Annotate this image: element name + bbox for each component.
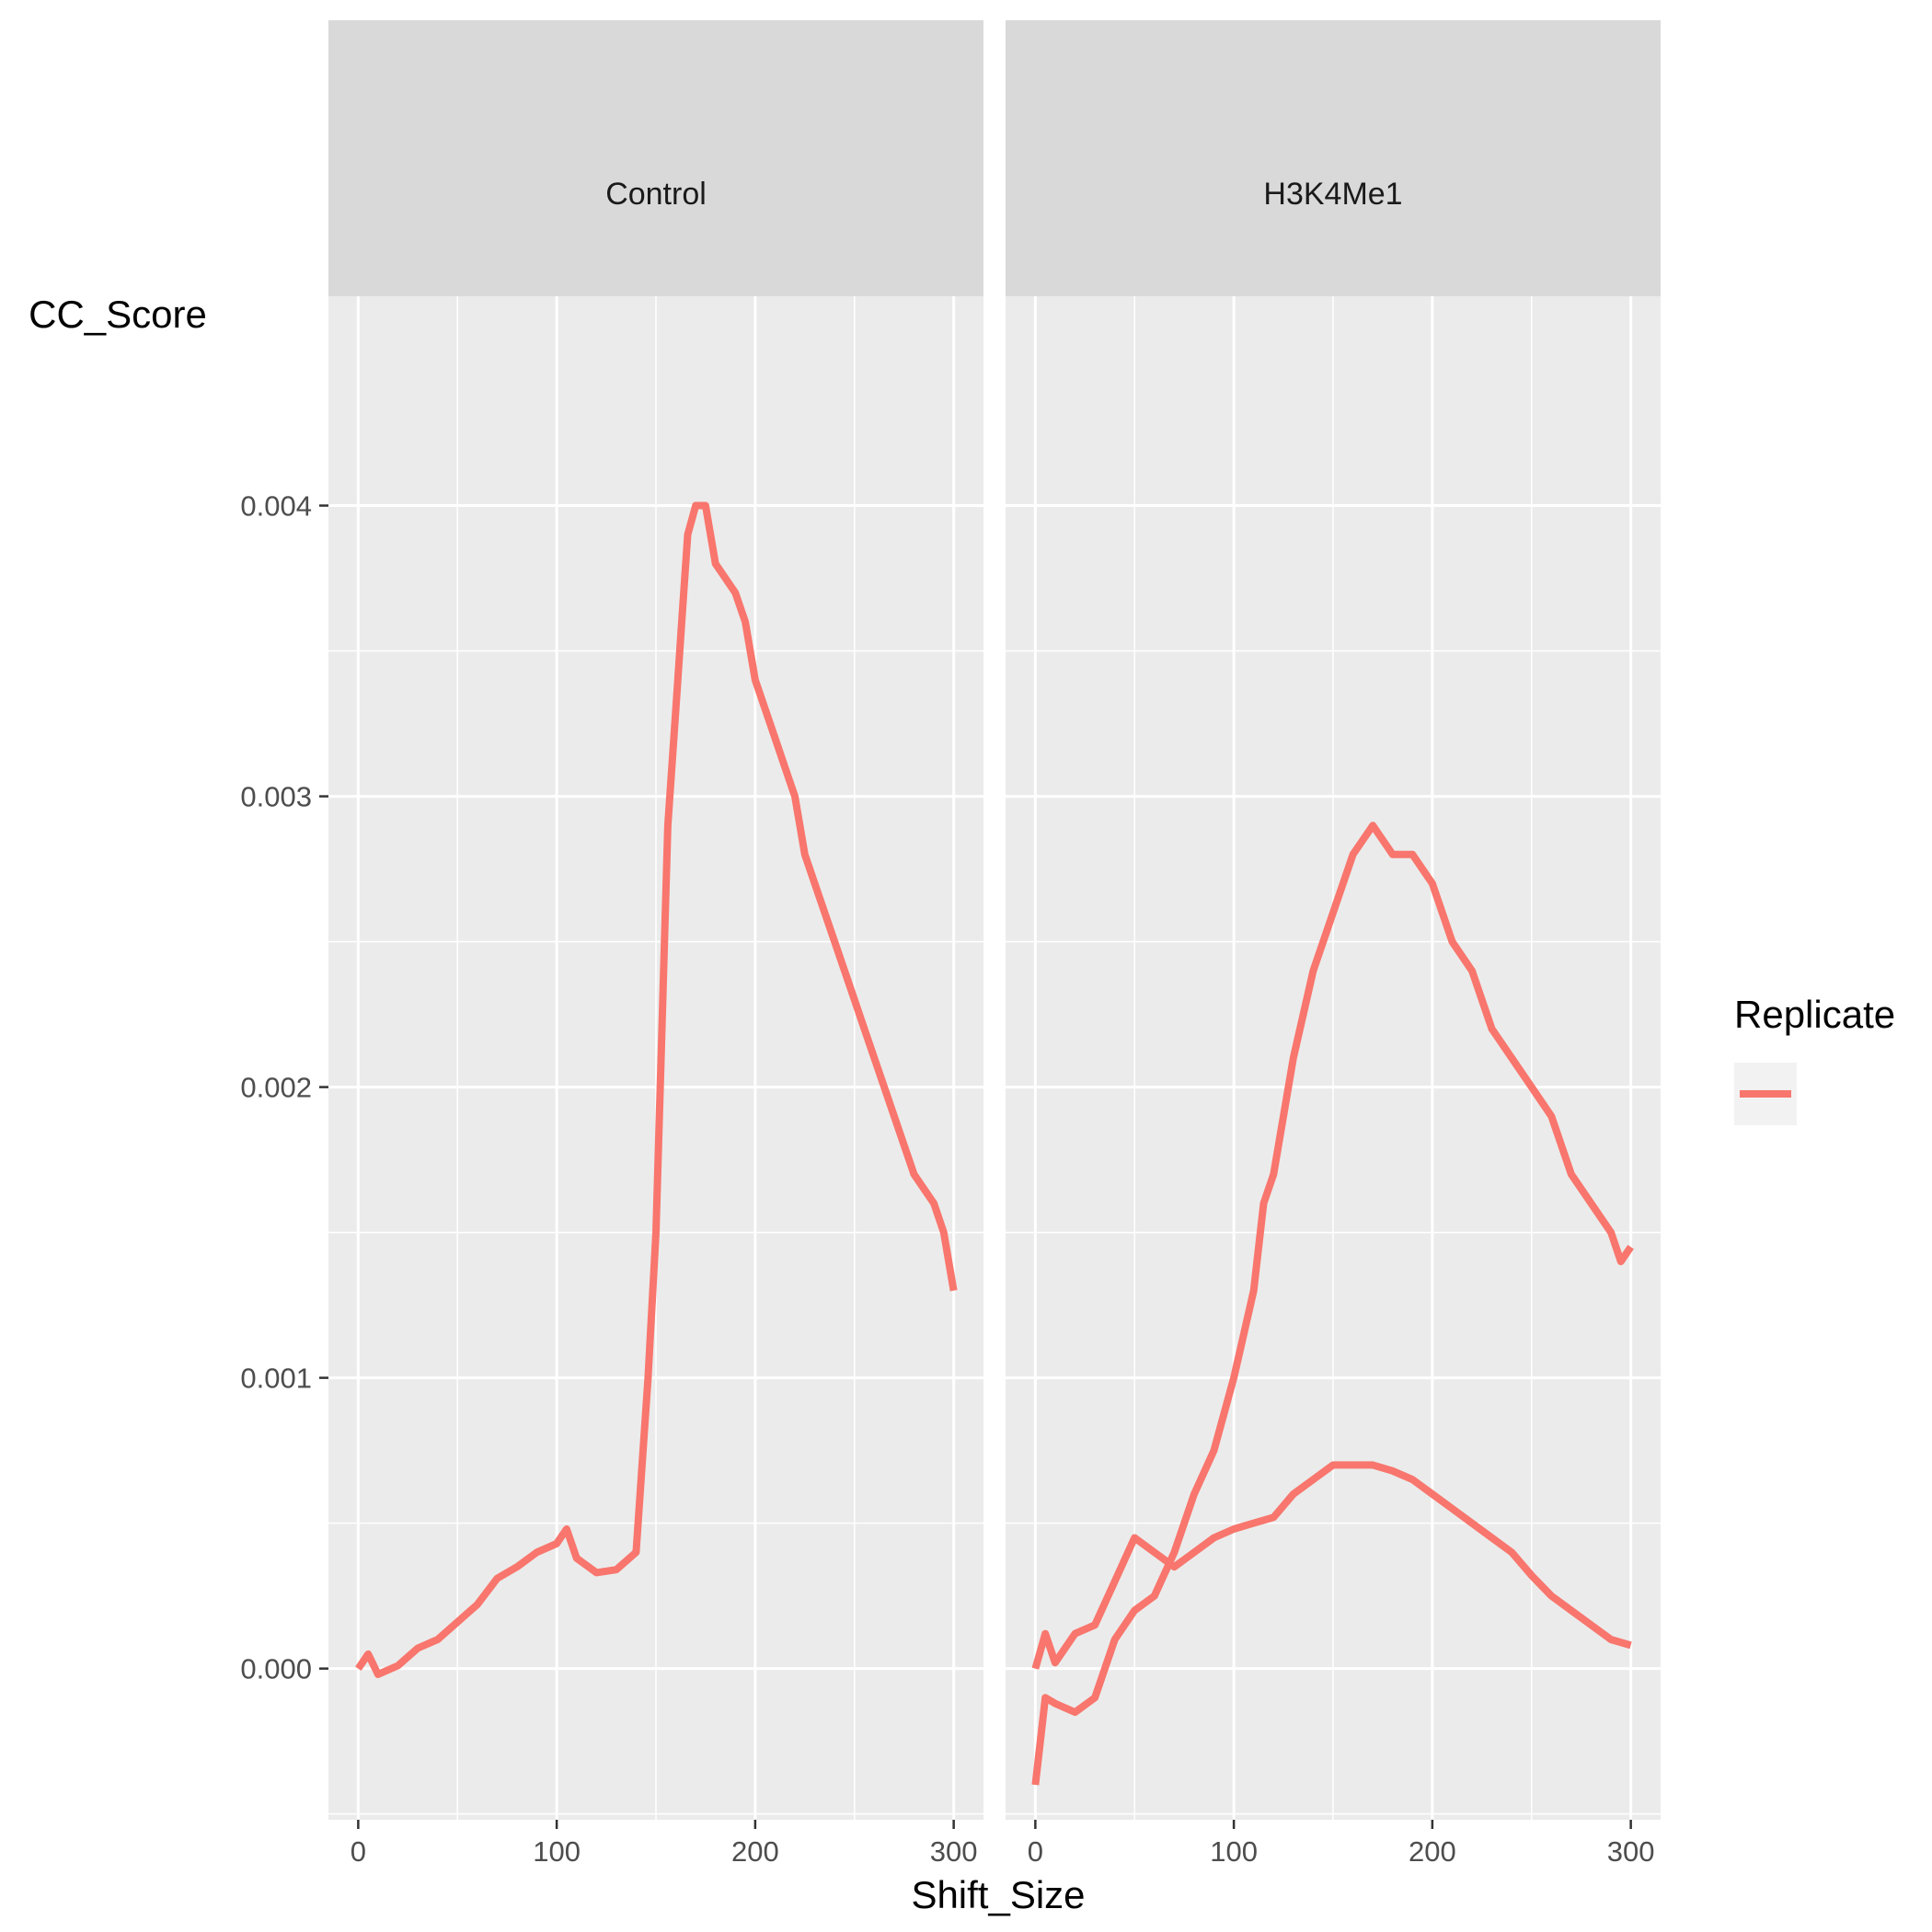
facet-panel-0: Control 0 100 200 300 [328,20,983,1868]
y-tick-label: 0.001 [240,1363,312,1395]
y-axis: 0.000 0.001 0.002 0.003 0.004 [240,490,328,1685]
y-axis-title: CC_Score [29,293,207,336]
facet-panel-1: H3K4Me1 0 100 200 300 [1006,20,1661,1868]
facet-panels: Control 0 100 200 300 H3K4Me1 0 100 200 300 [328,20,1661,1868]
facet-strip-label: Control [605,177,707,212]
facet-strip-label: H3K4Me1 [1263,177,1402,212]
x-tick-label: 200 [731,1835,779,1868]
y-tick-label: 0.000 [240,1653,312,1685]
x-tick-label: 200 [1409,1835,1456,1868]
legend: Replicate [1734,993,1895,1125]
y-tick-label: 0.002 [240,1072,312,1104]
x-tick-label: 300 [1607,1835,1655,1868]
x-tick-label: 100 [1210,1835,1258,1868]
legend-title: Replicate [1734,993,1895,1036]
series-line-1-1 [1031,1461,1632,1670]
x-tick-label: 0 [351,1835,366,1868]
y-tick-label: 0.003 [240,781,312,813]
facet-strip-background [328,20,983,296]
series-line-1-0 [1031,822,1634,1786]
series-line-0-0 [355,501,958,1678]
x-tick-label: 300 [930,1835,978,1868]
x-axis-title: Shift_Size [911,1873,1085,1916]
x-tick-label: 0 [1028,1835,1043,1868]
y-tick-label: 0.004 [240,490,312,523]
facet-strip-background [1006,20,1661,296]
x-tick-label: 100 [533,1835,581,1868]
